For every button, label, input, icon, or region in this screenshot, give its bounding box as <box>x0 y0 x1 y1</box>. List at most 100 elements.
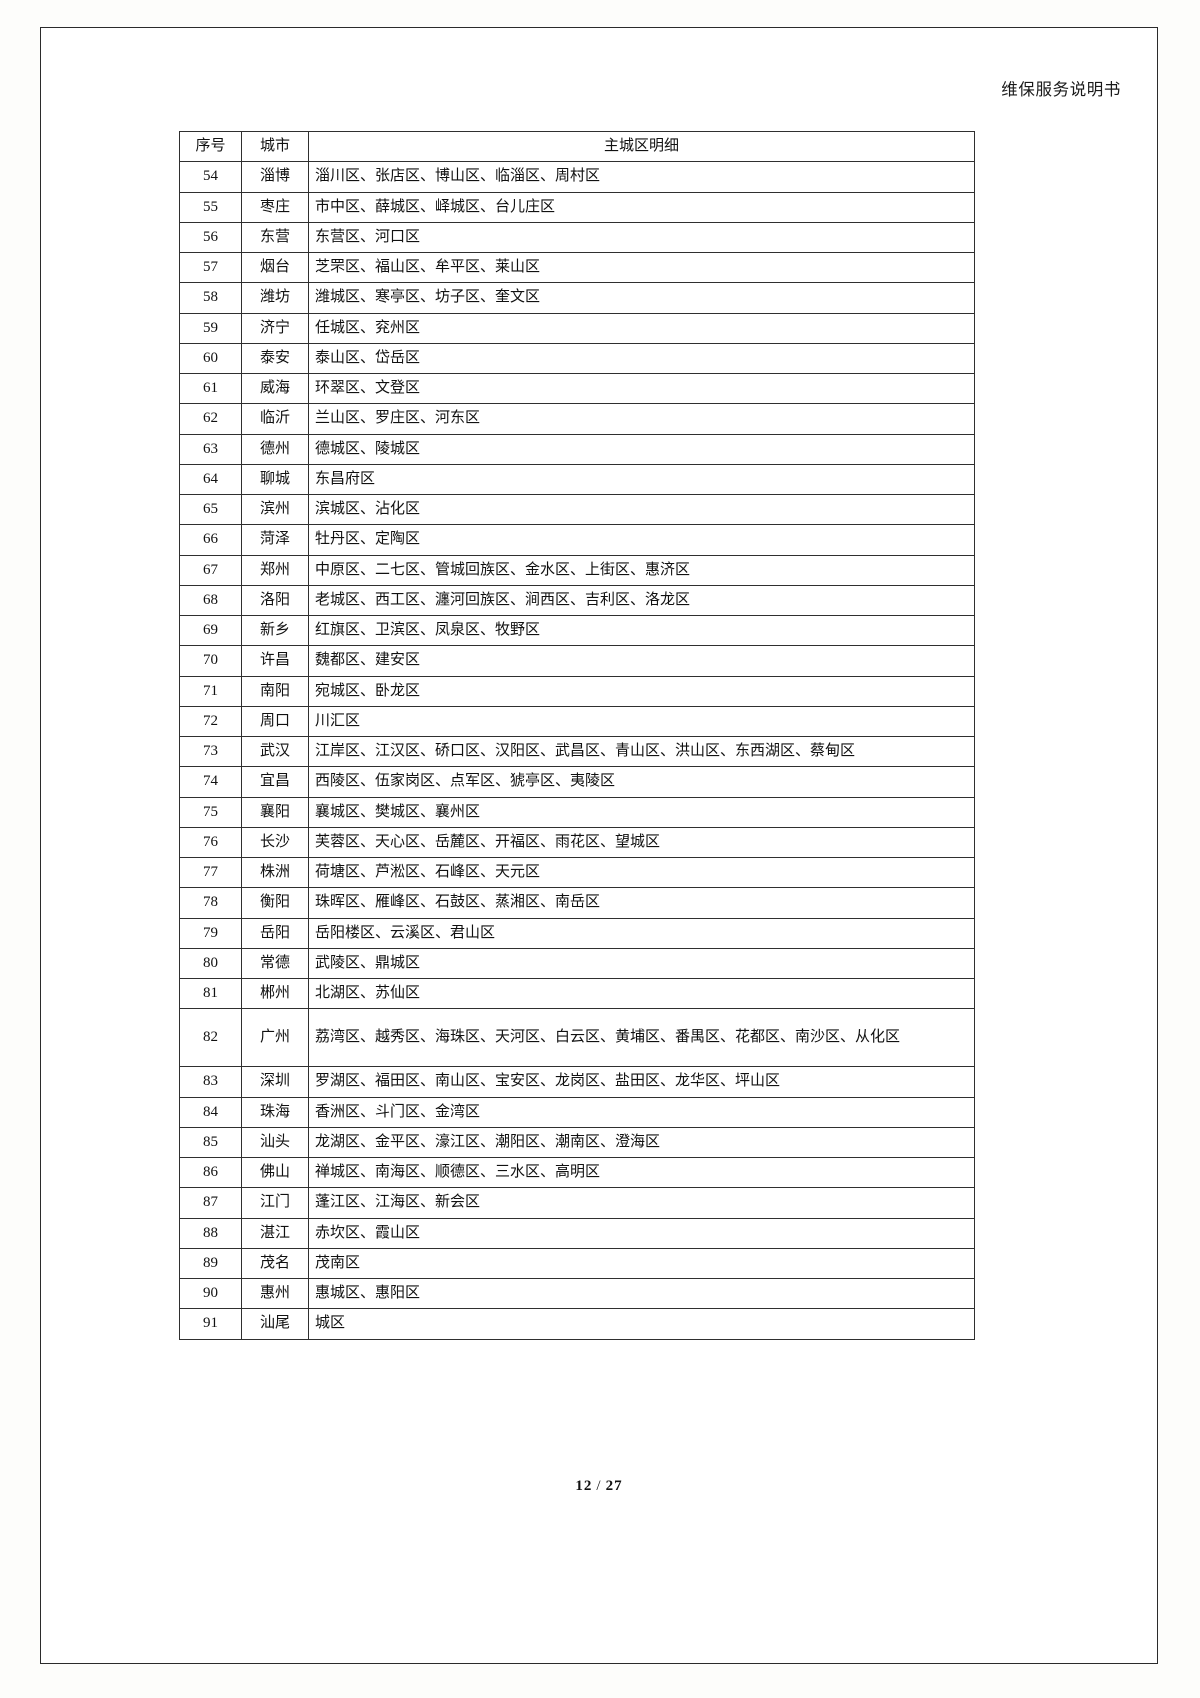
cell-index: 63 <box>179 433 242 465</box>
cell-index: 54 <box>179 161 242 193</box>
table-row: 59 济宁 任城区、兖州区 <box>179 312 975 344</box>
table-row: 81 郴州 北湖区、苏仙区 <box>179 977 975 1010</box>
table-row: 70 许昌 魏都区、建安区 <box>179 645 975 677</box>
cell-index: 79 <box>179 917 242 949</box>
cell-district-detail: 宛城区、卧龙区 <box>308 675 975 707</box>
cell-district-detail: 市中区、薛城区、峄城区、台儿庄区 <box>308 191 975 223</box>
table-row: 80 常德 武陵区、鼎城区 <box>179 947 975 980</box>
table-row: 54 淄博 淄川区、张店区、博山区、临淄区、周村区 <box>179 161 975 193</box>
table-row: 67 郑州 中原区、二七区、管城回族区、金水区、上街区、惠济区 <box>179 554 975 586</box>
table-row: 86 佛山 禅城区、南海区、顺德区、三水区、高明区 <box>179 1156 975 1189</box>
cell-index: 67 <box>179 554 242 586</box>
cell-city: 许昌 <box>241 645 309 677</box>
cell-district-detail: 德城区、陵城区 <box>308 433 975 465</box>
table-row: 91 汕尾 城区 <box>179 1308 975 1340</box>
cell-city: 常德 <box>241 947 309 980</box>
cell-index: 73 <box>179 735 242 768</box>
cell-index: 60 <box>179 342 242 375</box>
cell-district-detail: 东昌府区 <box>308 463 975 496</box>
cell-index: 77 <box>179 856 242 889</box>
cell-index: 70 <box>179 645 242 677</box>
cell-district-detail: 荔湾区、越秀区、海珠区、天河区、白云区、黄埔区、番禺区、花都区、南沙区、从化区 <box>308 1008 975 1068</box>
cell-district-detail: 珠晖区、雁峰区、石鼓区、蒸湘区、南岳区 <box>308 887 975 919</box>
cell-city: 滨州 <box>241 493 309 526</box>
cell-city: 衡阳 <box>241 887 309 919</box>
cell-district-detail: 红旗区、卫滨区、凤泉区、牧野区 <box>308 614 975 647</box>
cell-city: 湛江 <box>241 1217 309 1249</box>
cell-index: 76 <box>179 826 242 859</box>
cell-index: 64 <box>179 463 242 496</box>
footer-current-page: 12 <box>575 1478 593 1494</box>
cell-index: 72 <box>179 705 242 738</box>
cell-city: 淄博 <box>241 161 309 193</box>
cell-district-detail: 城区 <box>308 1308 975 1340</box>
cell-index: 88 <box>179 1217 242 1249</box>
cell-city: 武汉 <box>241 735 309 768</box>
cell-district-detail: 赤坎区、霞山区 <box>308 1217 975 1249</box>
table-row: 60 泰安 泰山区、岱岳区 <box>179 342 975 375</box>
cell-index: 84 <box>179 1096 242 1128</box>
cell-district-detail: 潍城区、寒亭区、坊子区、奎文区 <box>308 282 975 314</box>
cell-index: 58 <box>179 282 242 314</box>
cell-index: 86 <box>179 1156 242 1189</box>
cell-district-detail: 武陵区、鼎城区 <box>308 947 975 980</box>
table-row: 64 聊城 东昌府区 <box>179 463 975 496</box>
cell-district-detail: 泰山区、岱岳区 <box>308 342 975 375</box>
cell-district-detail: 淄川区、张店区、博山区、临淄区、周村区 <box>308 161 975 193</box>
cell-district-detail: 芝罘区、福山区、牟平区、莱山区 <box>308 251 975 284</box>
cell-index: 82 <box>179 1008 242 1068</box>
table-row: 73 武汉 江岸区、江汉区、硚口区、汉阳区、武昌区、青山区、洪山区、东西湖区、蔡甸区 <box>179 735 975 768</box>
table-row: 78 衡阳 珠晖区、雁峰区、石鼓区、蒸湘区、南岳区 <box>179 887 975 919</box>
cell-index: 89 <box>179 1247 242 1280</box>
cell-city: 佛山 <box>241 1156 309 1189</box>
table-row: 74 宜昌 西陵区、伍家岗区、点军区、猇亭区、夷陵区 <box>179 766 975 798</box>
table-row: 75 襄阳 襄城区、樊城区、襄州区 <box>179 796 975 828</box>
column-header-districts: 主城区明细 <box>308 130 975 163</box>
cell-district-detail: 西陵区、伍家岗区、点军区、猇亭区、夷陵区 <box>308 766 975 798</box>
cell-city: 深圳 <box>241 1066 309 1098</box>
cell-district-detail: 香洲区、斗门区、金湾区 <box>308 1096 975 1128</box>
footer-separator: / <box>596 1478 602 1494</box>
cell-index: 87 <box>179 1187 242 1219</box>
cell-index: 69 <box>179 614 242 647</box>
cell-city: 泰安 <box>241 342 309 375</box>
table-row: 83 深圳 罗湖区、福田区、南山区、宝安区、龙岗区、盐田区、龙华区、坪山区 <box>179 1066 975 1098</box>
main-city-table-container: 序号 城市 主城区明细 54 淄博 淄川区、张店区、博山区、临淄区、周村区 55 枣庄市… <box>179 130 975 1340</box>
cell-district-detail: 惠城区、惠阳区 <box>308 1277 975 1310</box>
cell-city: 烟台 <box>241 251 309 284</box>
cell-district-detail: 蓬江区、江海区、新会区 <box>308 1187 975 1219</box>
cell-index: 66 <box>179 524 242 556</box>
cell-district-detail: 禅城区、南海区、顺德区、三水区、高明区 <box>308 1156 975 1189</box>
table-row: 84 珠海 香洲区、斗门区、金湾区 <box>179 1096 975 1128</box>
cell-district-detail: 东营区、河口区 <box>308 221 975 254</box>
table-row: 87 江门 蓬江区、江海区、新会区 <box>179 1187 975 1219</box>
cell-city: 东营 <box>241 221 309 254</box>
cell-district-detail: 任城区、兖州区 <box>308 312 975 344</box>
cell-index: 56 <box>179 221 242 254</box>
table-row: 61 威海 环翠区、文登区 <box>179 372 975 405</box>
table-body: 序号 城市 主城区明细 54 淄博 淄川区、张店区、博山区、临淄区、周村区 55 枣庄市… <box>179 130 975 1340</box>
cell-city: 汕头 <box>241 1126 309 1159</box>
column-header-index: 序号 <box>179 130 242 163</box>
cell-city: 德州 <box>241 433 309 465</box>
cell-district-detail: 龙湖区、金平区、濠江区、潮阳区、潮南区、澄海区 <box>308 1126 975 1159</box>
cell-index: 68 <box>179 584 242 617</box>
cell-district-detail: 兰山区、罗庄区、河东区 <box>308 403 975 435</box>
running-header: 维保服务说明书 <box>1001 80 1121 99</box>
cell-district-detail: 芙蓉区、天心区、岳麓区、开福区、雨花区、望城区 <box>308 826 975 859</box>
cell-district-detail: 襄城区、樊城区、襄州区 <box>308 796 975 828</box>
cell-city: 南阳 <box>241 675 309 707</box>
cell-district-detail: 江岸区、江汉区、硚口区、汉阳区、武昌区、青山区、洪山区、东西湖区、蔡甸区 <box>308 735 975 768</box>
table-row: 68 洛阳 老城区、西工区、瀍河回族区、涧西区、吉利区、洛龙区 <box>179 584 975 617</box>
cell-index: 74 <box>179 766 242 798</box>
table-row: 89 茂名 茂南区 <box>179 1247 975 1280</box>
table-row: 55 枣庄 市中区、薛城区、峄城区、台儿庄区 <box>179 191 975 223</box>
cell-district-detail: 中原区、二七区、管城回族区、金水区、上街区、惠济区 <box>308 554 975 586</box>
cell-city: 周口 <box>241 705 309 738</box>
cell-city: 珠海 <box>241 1096 309 1128</box>
page-content-area: 维保服务说明书 序号 城市 主城区明细 54 淄博 淄川区、张店区、博 <box>41 28 1157 1663</box>
cell-district-detail: 茂南区 <box>308 1247 975 1280</box>
cell-index: 55 <box>179 191 242 223</box>
table-row: 90 惠州 惠城区、惠阳区 <box>179 1277 975 1310</box>
